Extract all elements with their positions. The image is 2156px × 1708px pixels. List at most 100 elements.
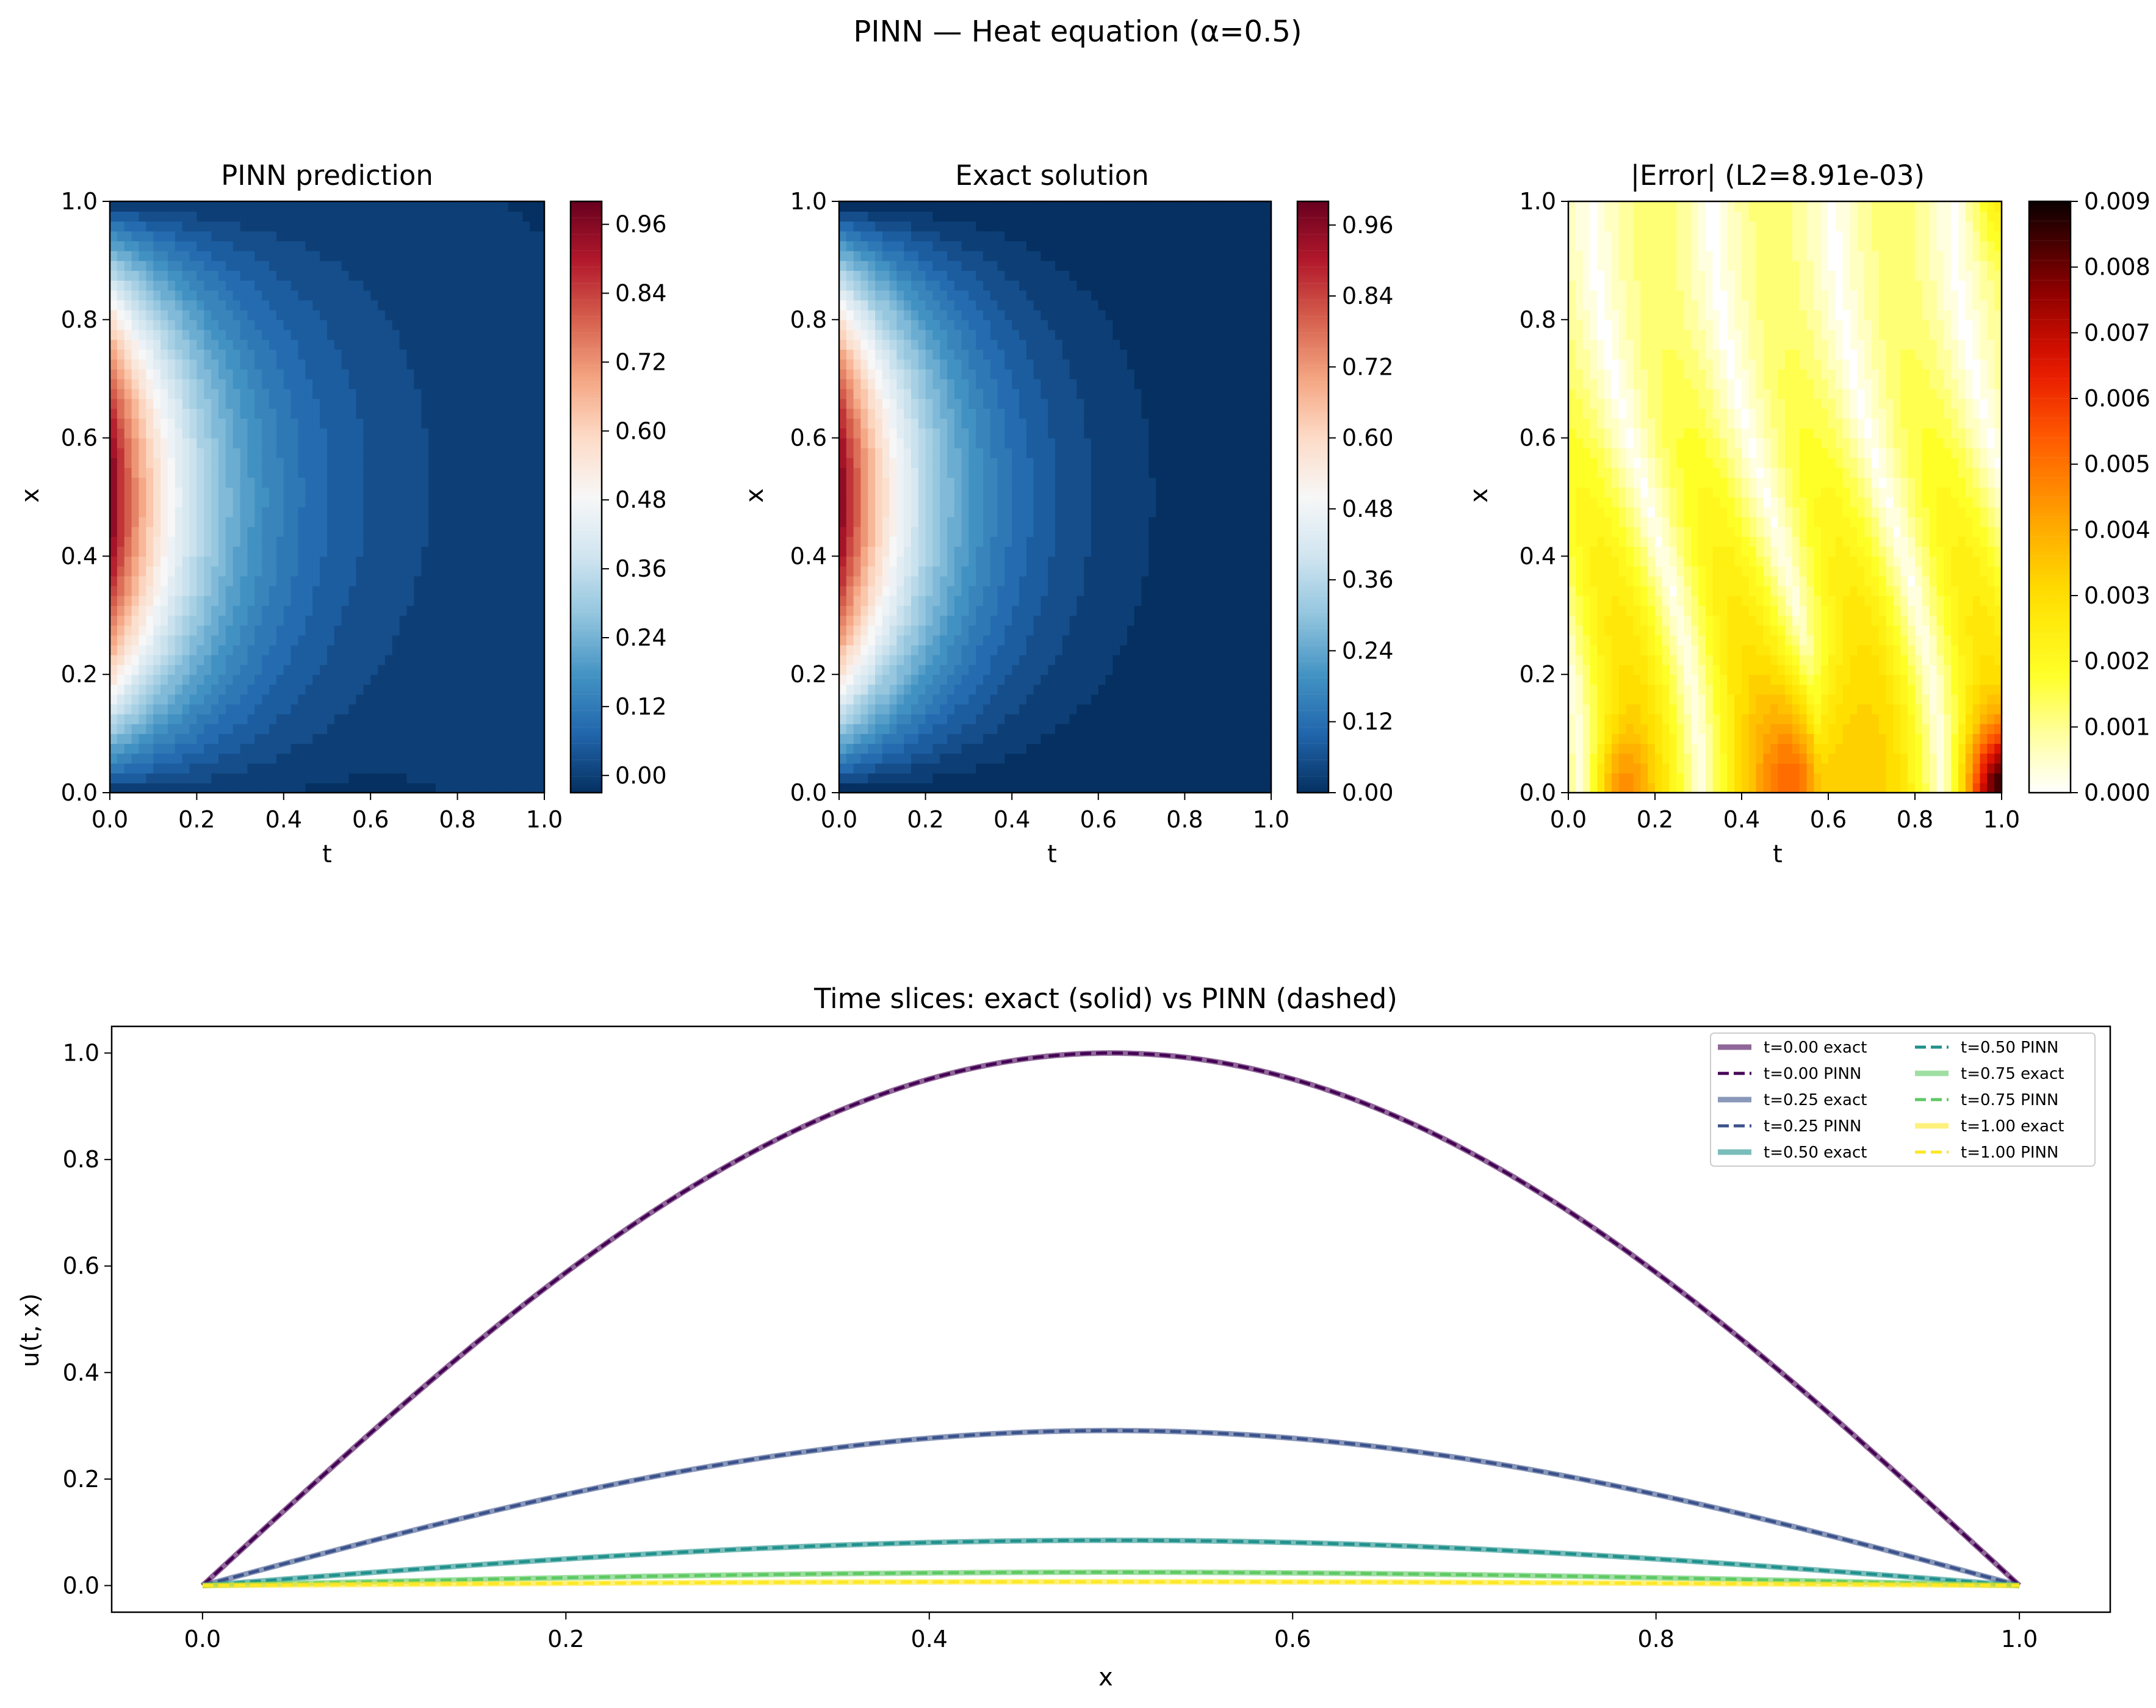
heatmap-cell bbox=[110, 250, 118, 261]
heatmap-cell bbox=[932, 487, 940, 498]
heatmap-cell bbox=[839, 654, 847, 665]
heatmap-cell bbox=[196, 605, 205, 616]
heatmap-cell bbox=[421, 438, 429, 449]
heatmap-cell bbox=[421, 615, 429, 626]
heatmap-cell bbox=[196, 457, 205, 468]
heatmap-cell bbox=[218, 654, 226, 665]
heatmap-cell bbox=[233, 773, 241, 784]
heatmap-cell bbox=[860, 763, 868, 774]
heatmap-cell bbox=[522, 477, 531, 488]
heatmap-cell bbox=[196, 674, 205, 685]
heatmap-cell bbox=[918, 615, 926, 626]
heatmap-cell bbox=[947, 546, 955, 557]
heatmap-cell bbox=[348, 605, 357, 616]
heatmap-cell bbox=[961, 369, 970, 380]
heatmap-cell bbox=[160, 270, 168, 281]
heatmap-cell bbox=[327, 201, 335, 212]
heatmap-cell bbox=[500, 270, 509, 281]
heatmap-cell bbox=[327, 536, 335, 547]
heatmap-cell bbox=[175, 605, 183, 616]
heatmap-cell bbox=[211, 280, 219, 291]
heatmap-cell bbox=[146, 438, 154, 449]
heatmap-cell bbox=[218, 635, 226, 646]
heatmap-cell bbox=[124, 596, 132, 606]
heatmap-cell bbox=[961, 605, 970, 616]
plot-frame bbox=[109, 200, 546, 794]
heatmap-cell bbox=[182, 615, 190, 626]
heatmap-cell bbox=[983, 773, 991, 784]
heatmap-cell bbox=[530, 438, 538, 449]
heatmap-cell bbox=[464, 487, 473, 498]
heatmap-cell bbox=[218, 398, 226, 409]
heatmap-cell bbox=[189, 388, 198, 399]
heatmap-cell bbox=[450, 713, 458, 724]
heatmap-cell bbox=[124, 704, 132, 715]
heatmap-cell bbox=[298, 457, 306, 468]
heatmap-cell bbox=[457, 546, 466, 557]
heatmap-cell bbox=[218, 201, 226, 212]
heatmap-cell bbox=[479, 516, 487, 527]
heatmap-cell bbox=[537, 359, 545, 370]
heatmap-cell bbox=[976, 231, 984, 242]
heatmap-cell bbox=[875, 388, 883, 399]
heatmap-cell bbox=[493, 428, 502, 439]
heatmap-cell bbox=[348, 536, 357, 547]
heatmap-cell bbox=[976, 467, 984, 478]
heatmap-cell bbox=[940, 713, 948, 724]
heatmap-cell bbox=[356, 585, 364, 596]
heatmap-cell bbox=[904, 378, 912, 389]
heatmap-cell bbox=[508, 467, 516, 478]
heatmap-cell bbox=[262, 605, 270, 616]
heatmap-cell bbox=[182, 556, 190, 567]
heatmap-cell bbox=[320, 546, 328, 557]
heatmap-cell bbox=[414, 369, 422, 380]
heatmap-cell bbox=[283, 674, 292, 685]
heatmap-cell bbox=[233, 319, 241, 330]
heatmap-cell bbox=[290, 713, 299, 724]
heatmap-cell bbox=[961, 556, 970, 567]
heatmap-cell bbox=[860, 398, 868, 409]
heatmap-cell bbox=[363, 684, 371, 695]
heatmap-cell bbox=[298, 477, 306, 488]
heatmap-cell bbox=[522, 536, 531, 547]
heatmap-cell bbox=[175, 684, 183, 695]
heatmap-cell bbox=[356, 763, 364, 774]
heatmap-cell bbox=[896, 418, 904, 429]
heatmap-cell bbox=[868, 428, 876, 439]
heatmap-cell bbox=[320, 526, 328, 537]
heatmap-cell bbox=[225, 270, 234, 281]
heatmap-cell bbox=[457, 743, 466, 754]
heatmap-cell bbox=[464, 477, 473, 488]
heatmap-cell bbox=[990, 428, 998, 439]
heatmap-cell bbox=[947, 359, 955, 370]
heatmap-cell bbox=[312, 221, 320, 232]
heatmap-cell bbox=[182, 733, 190, 744]
heatmap-cell bbox=[110, 487, 118, 498]
heatmap-cell bbox=[327, 506, 335, 517]
heatmap-cell bbox=[868, 723, 876, 734]
heatmap-cell bbox=[882, 506, 890, 517]
heatmap-cell bbox=[240, 349, 248, 360]
heatmap-cell bbox=[341, 674, 350, 685]
heatmap-cell bbox=[846, 201, 854, 212]
heatmap-cell bbox=[472, 723, 480, 734]
heatmap-cell bbox=[868, 575, 876, 586]
heatmap-cell bbox=[450, 635, 458, 646]
heatmap-cell bbox=[399, 231, 408, 242]
heatmap-cell bbox=[976, 447, 984, 458]
heatmap-cell bbox=[167, 644, 176, 655]
heatmap-cell bbox=[904, 457, 912, 468]
heatmap-cell bbox=[211, 556, 219, 567]
heatmap-cell bbox=[479, 566, 487, 577]
heatmap-cell bbox=[968, 635, 976, 646]
heatmap-cell bbox=[182, 487, 190, 498]
heatmap-cell bbox=[990, 596, 998, 606]
heatmap-cell bbox=[290, 556, 299, 567]
heatmap-cell bbox=[399, 665, 408, 675]
heatmap-cell bbox=[846, 250, 854, 261]
heatmap-cell bbox=[493, 309, 502, 320]
heatmap-cell bbox=[875, 309, 883, 320]
heatmap-cell bbox=[276, 635, 284, 646]
heatmap-cell bbox=[868, 516, 876, 527]
heatmap-cell bbox=[298, 359, 306, 370]
